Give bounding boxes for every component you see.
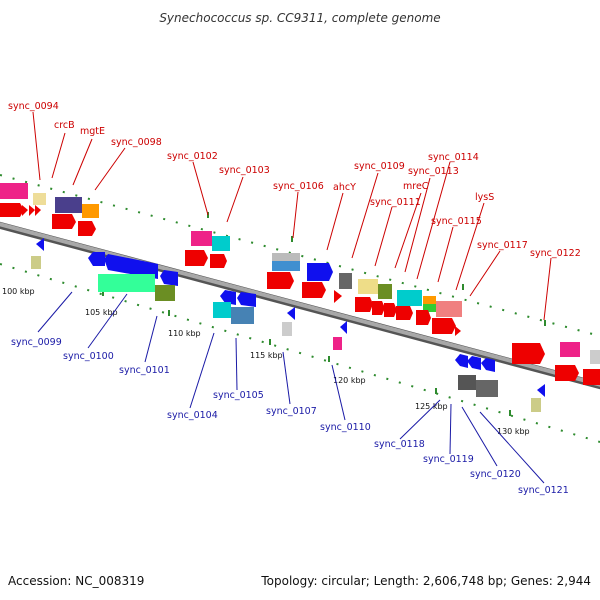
scale-label-120: 120 kbp [333,376,366,385]
gene-label-sync-0113: sync_0113 [408,166,459,177]
gene-label-sync-0103: sync_0103 [219,165,270,176]
outer-tick-row [0,174,600,443]
gene-label-sync-0100: sync_0100 [63,351,114,362]
gene-label-lyss: lysS [475,192,494,203]
accession-text: Accession: NC_008319 [8,574,144,588]
gene-label-sync-0098: sync_0098 [111,137,162,148]
gene-label-sync-0104: sync_0104 [167,410,218,421]
gene-label-sync-0114: sync_0114 [428,152,479,163]
genome-backbone [0,221,600,390]
gene-label-sync-0105: sync_0105 [213,390,264,401]
scale-label-125: 125 kbp [415,402,448,411]
gene-label-mrec: mreC [403,181,429,192]
gene-label-sync-0109: sync_0109 [354,161,405,172]
bottom-labels: sync_0099 sync_0100 sync_0101 sync_0104 … [11,337,569,496]
gene-label-sync-0111: sync_0111 [370,197,421,208]
gene-label-sync-0117: sync_0117 [477,240,528,251]
gene-label-sync-0106: sync_0106 [273,181,324,192]
gene-label-ahcy: ahcY [333,182,356,193]
scale-label-115: 115 kbp [250,351,283,360]
map-title: Synechococcus sp. CC9311, complete genom… [159,11,440,25]
scale-label-110: 110 kbp [168,329,201,338]
scale-label-130: 130 kbp [497,427,530,436]
gene-label-sync-0101: sync_0101 [119,365,170,376]
gene-label-sync-0094: sync_0094 [8,101,59,112]
forward-genes [0,183,600,385]
genome-summary-text: Topology: circular; Length: 2,606,748 bp… [260,574,591,588]
gene-label-sync-0120: sync_0120 [470,469,521,480]
scale-label-105: 105 kbp [85,308,118,317]
gene-label-sync-0115: sync_0115 [431,216,482,227]
gene-label-sync-0110: sync_0110 [320,422,371,433]
gene-label-sync-0121: sync_0121 [518,485,569,496]
scale-label-100: 100 kbp [2,287,35,296]
gene-label-sync-0118: sync_0118 [374,439,425,450]
top-leaders [32,111,552,321]
gene-label-sync-0107: sync_0107 [266,406,317,417]
scale-labels: 100 kbp 105 kbp 110 kbp 115 kbp 120 kbp … [2,287,530,436]
gene-label-sync-0119: sync_0119 [423,454,474,465]
bottom-leaders [37,291,545,484]
gene-label-sync-0102: sync_0102 [167,151,218,162]
gene-label-sync-0099: sync_0099 [11,337,62,348]
gene-label-sync-0122: sync_0122 [530,248,581,259]
top-labels: sync_0094 crcB mgtE sync_0098 sync_0102 … [8,101,581,259]
gene-label-crcb: crcB [54,120,75,131]
gene-label-mgte: mgtE [80,126,105,137]
reverse-genes [31,238,545,412]
